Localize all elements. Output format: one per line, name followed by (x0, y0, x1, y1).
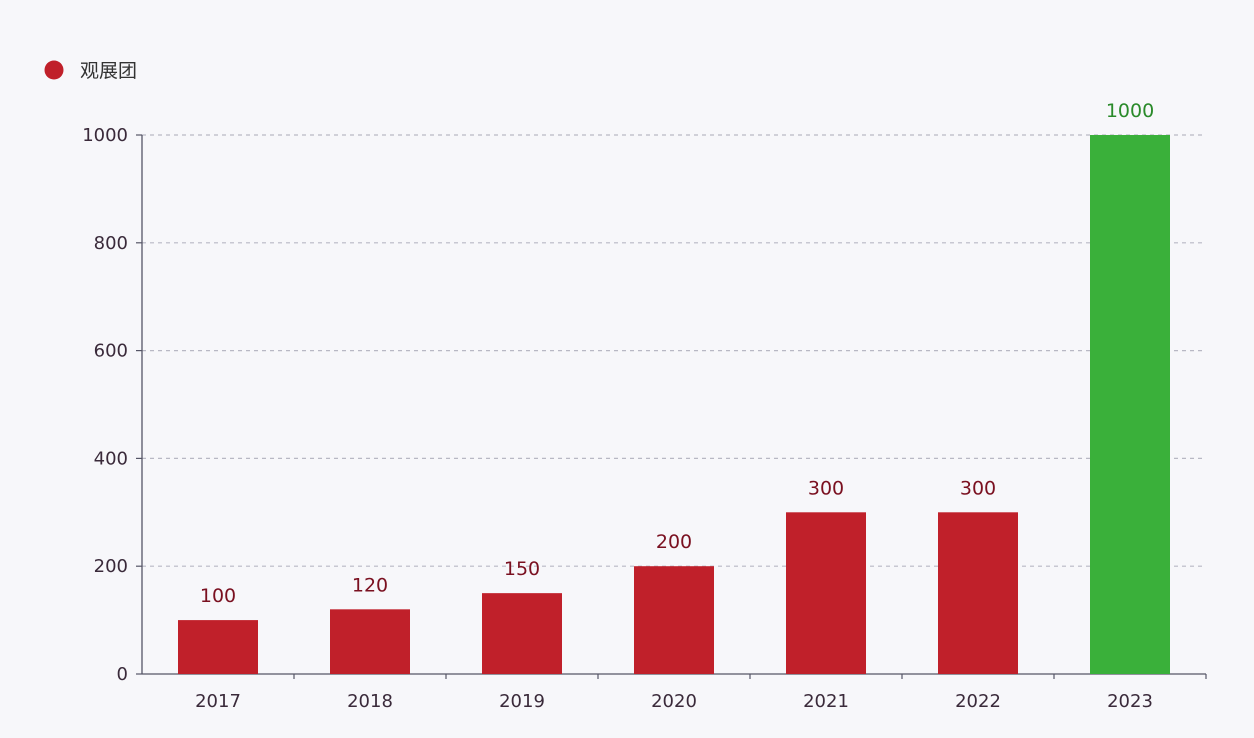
y-tick-label: 600 (94, 341, 128, 362)
data-label-2019: 150 (504, 558, 540, 580)
bar-2020 (634, 566, 714, 674)
data-label-2023: 1000 (1106, 100, 1154, 122)
legend-marker (44, 60, 64, 80)
y-tick-label: 1000 (82, 125, 128, 146)
x-tick-label: 2019 (499, 691, 545, 712)
y-tick-label: 200 (94, 556, 128, 577)
bars (178, 135, 1170, 674)
data-label-2017: 100 (200, 585, 236, 607)
x-tick-label: 2020 (651, 691, 697, 712)
bar-2022 (938, 512, 1018, 674)
axes: 0 200 400 600 800 1000 2017 2018 2019 2020 2021 202… (82, 125, 1207, 712)
x-tick-label: 2022 (955, 691, 1001, 712)
x-tick-label: 2018 (347, 691, 393, 712)
legend: 观展团 (44, 60, 137, 82)
x-tick-label: 2023 (1107, 691, 1153, 712)
data-label-2022: 300 (960, 477, 996, 499)
legend-label: 观展团 (80, 60, 137, 82)
bar-2019 (482, 593, 562, 674)
x-tick-label: 2017 (195, 691, 241, 712)
x-tick-label: 2021 (803, 691, 849, 712)
y-tick-label: 0 (117, 664, 128, 685)
data-labels: 100 120 150 200 300 300 1000 (200, 100, 1154, 607)
data-label-2021: 300 (808, 477, 844, 499)
data-label-2018: 120 (352, 574, 388, 596)
y-tick-label: 800 (94, 233, 128, 254)
bar-2021 (786, 512, 866, 674)
data-label-2020: 200 (656, 531, 692, 553)
bar-2017 (178, 620, 258, 674)
bar-2023 (1090, 135, 1170, 674)
y-tick-label: 400 (94, 448, 128, 469)
bar-2018 (330, 609, 410, 674)
gridlines (142, 134, 1206, 567)
